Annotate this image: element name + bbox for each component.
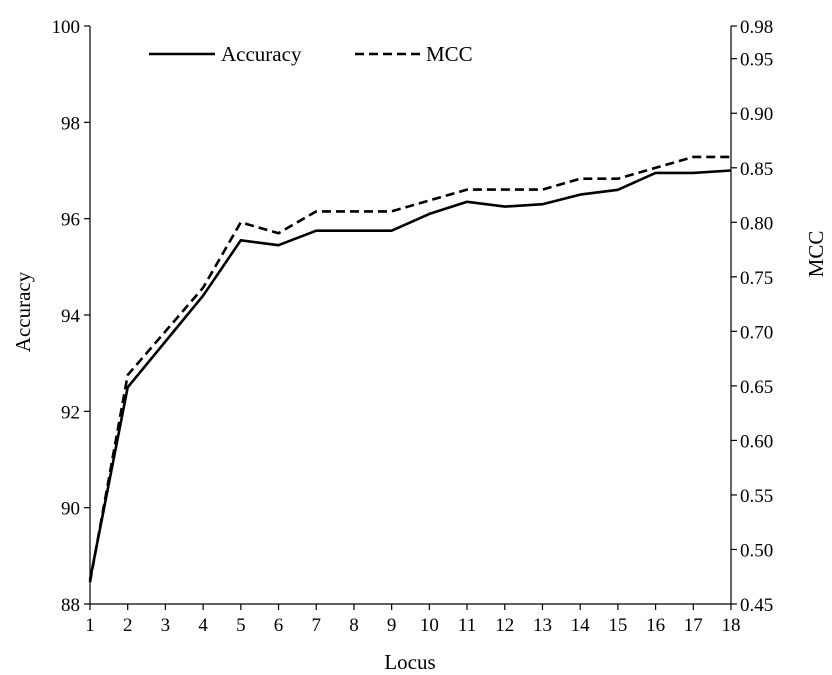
- x-tick-label: 11: [458, 615, 476, 636]
- x-tick-label: 12: [495, 615, 514, 636]
- right-y-axis-title: MCC: [804, 231, 828, 278]
- x-tick-label: 2: [123, 615, 133, 636]
- right-y-tick-label: 0.85: [740, 159, 773, 180]
- right-y-tick-label: 0.45: [740, 595, 773, 616]
- left-y-tick-label: 92: [61, 402, 80, 423]
- right-y-tick-label: 0.98: [740, 17, 773, 38]
- left-y-tick-label: 94: [61, 306, 81, 327]
- x-tick-label: 3: [161, 615, 171, 636]
- x-tick-label: 7: [311, 615, 321, 636]
- x-tick-label: 9: [387, 615, 397, 636]
- chart-series: [88, 155, 732, 583]
- x-tick-label: 15: [608, 615, 627, 636]
- x-tick-label: 5: [236, 615, 246, 636]
- legend-label-accuracy: Accuracy: [221, 42, 302, 66]
- right-y-tick-label: 0.80: [740, 213, 773, 234]
- left-y-tick-label: 98: [61, 113, 80, 134]
- left-y-tick-label: 96: [61, 210, 80, 231]
- right-y-tick-label: 0.70: [740, 322, 773, 343]
- right-y-tick-label: 0.60: [740, 431, 773, 452]
- left-y-axis-title: Accuracy: [11, 271, 35, 352]
- x-tick-label: 14: [571, 615, 591, 636]
- x-axis-title: Locus: [384, 650, 435, 674]
- right-y-tick-label: 0.65: [740, 377, 773, 398]
- series-line-accuracy: [88, 169, 732, 581]
- x-tick-label: 6: [274, 615, 284, 636]
- chart-axes: 1 2 3 4 5 6 7 8 9 10 11 12 13 14 15 16 17 188890929496981…: [52, 17, 774, 636]
- x-tick-label: 13: [533, 615, 552, 636]
- series-line-mcc: [88, 155, 731, 583]
- x-tick-label: 16: [646, 615, 665, 636]
- legend-label-mcc: MCC: [426, 42, 473, 66]
- right-y-tick-label: 0.95: [740, 50, 773, 71]
- x-tick-label: 1: [85, 615, 95, 636]
- left-y-tick-label: 100: [52, 17, 81, 38]
- chart-legend: Accuracy MCC: [149, 42, 473, 66]
- right-y-tick-label: 0.55: [740, 486, 773, 507]
- x-tick-label: 17: [684, 615, 703, 636]
- x-tick-label: 18: [722, 615, 741, 636]
- right-y-tick-label: 0.75: [740, 268, 773, 289]
- x-tick-label: 10: [420, 615, 439, 636]
- x-tick-label: 4: [198, 615, 208, 636]
- right-y-tick-label: 0.50: [740, 540, 773, 561]
- left-y-tick-label: 88: [61, 595, 80, 616]
- x-tick-label: 8: [349, 615, 359, 636]
- right-y-tick-label: 0.90: [740, 104, 773, 125]
- left-y-tick-label: 90: [61, 499, 80, 520]
